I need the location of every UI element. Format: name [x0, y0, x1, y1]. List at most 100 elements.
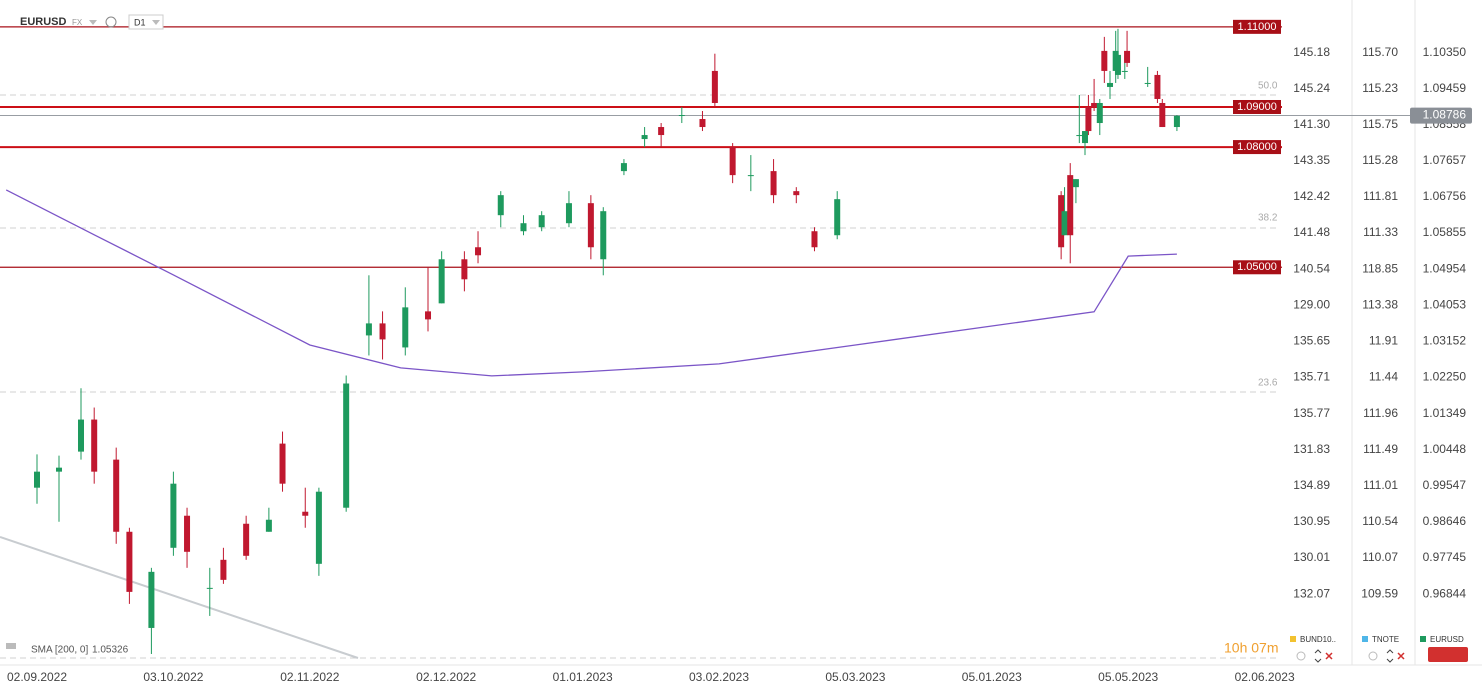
candle-body	[1173, 115, 1180, 128]
candle-body	[811, 231, 818, 248]
other-axis-label: 115.70	[1362, 45, 1398, 59]
candle-body	[265, 519, 272, 532]
dropdown-icon[interactable]	[152, 20, 160, 25]
symbol[interactable]: EURUSD	[20, 16, 67, 28]
candle-body	[113, 459, 120, 532]
legend-label: EURUSD	[1430, 635, 1464, 644]
visibility-icon[interactable]	[1296, 651, 1306, 661]
fib-label: 50.0	[1258, 81, 1278, 92]
candle-body	[1067, 175, 1074, 236]
candle-body	[56, 467, 62, 472]
candle-body	[565, 203, 572, 224]
order-icon[interactable]	[1386, 649, 1394, 663]
timer: 10h 07m	[1224, 640, 1278, 656]
other-axis-label: 140.54	[1293, 261, 1330, 275]
fib-lines	[0, 94, 1280, 659]
other-axis-label: 11.44	[1369, 370, 1398, 384]
candle-body	[699, 119, 706, 128]
x-tick-label: 05.03.2023	[825, 670, 885, 684]
fib-label: 23.6	[1258, 378, 1278, 389]
remove-icon[interactable]	[1325, 652, 1333, 660]
current-price-label: 1.08786	[1423, 108, 1467, 122]
sma-last: 1.05326	[92, 645, 129, 656]
legend: BUND10.. TNOTE EURUSD	[1290, 635, 1468, 663]
candle-body	[302, 511, 309, 516]
candle-body	[279, 443, 286, 484]
y-tick-label: 1.02250	[1423, 370, 1467, 384]
candle-body	[1091, 102, 1098, 107]
candle-body	[538, 215, 545, 228]
remove-icon[interactable]	[1397, 652, 1405, 660]
candle-body	[678, 115, 685, 117]
y-tick-label: 1.00448	[1423, 442, 1467, 456]
x-tick-label: 02.11.2022	[280, 670, 339, 684]
candle-body	[587, 203, 594, 248]
candle-body	[1154, 74, 1161, 99]
other-axis-label: 135.65	[1293, 334, 1330, 348]
candle-body	[315, 491, 322, 564]
legend-swatch	[1420, 636, 1426, 642]
other-axis-label: 115.23	[1362, 81, 1398, 95]
y-tick-label: 0.98646	[1423, 514, 1467, 528]
x-tick-label: 02.09.2022	[7, 670, 67, 684]
plot: 1.10350 145.18 115.70 1.09459 145.24 115.23 1.…	[0, 19, 1472, 684]
candle-body	[461, 259, 468, 280]
candle-body	[1124, 50, 1131, 63]
candle-body	[834, 199, 841, 236]
candle-body	[206, 587, 213, 589]
indicator-icon	[6, 643, 16, 649]
level-label: 1.09000	[1237, 101, 1277, 113]
candle-body	[711, 70, 718, 103]
y-tick-label: 1.07657	[1423, 153, 1467, 167]
candle-body	[34, 471, 40, 488]
x-tick-label: 02.06.2023	[1235, 670, 1295, 684]
info-icon[interactable]	[105, 16, 117, 28]
sma-line	[5, 189, 1177, 377]
candle-body	[1114, 54, 1121, 75]
fib-label: 38.2	[1258, 213, 1278, 224]
candle-body	[520, 223, 527, 232]
other-axis-label: 109.59	[1361, 586, 1398, 600]
candle-body	[497, 195, 504, 216]
candle-body	[148, 571, 155, 628]
level-label: 1.05000	[1237, 261, 1277, 273]
legend-label: BUND10..	[1300, 635, 1336, 644]
candle-body	[78, 419, 84, 452]
candle-body	[1144, 82, 1151, 84]
x-tick-label: 05.01.2023	[962, 670, 1022, 684]
x-tick-label: 03.02.2023	[689, 670, 749, 684]
candle-body	[658, 127, 665, 136]
level-label: 1.11000	[1238, 21, 1277, 33]
candle-body	[1076, 135, 1083, 137]
other-axis-label: 111.49	[1363, 442, 1398, 456]
other-axis-label: 130.95	[1293, 514, 1330, 528]
order-icon[interactable]	[1314, 649, 1322, 663]
dropdown-icon[interactable]	[89, 20, 97, 25]
candle-body	[641, 135, 648, 140]
other-axis-label: 111.96	[1363, 406, 1398, 420]
y-tick-label: 1.05855	[1423, 225, 1467, 239]
candle-body	[438, 259, 445, 304]
other-axis-label: 118.85	[1362, 261, 1398, 275]
candle-body	[1101, 50, 1108, 71]
legend-label: TNOTE	[1372, 635, 1399, 644]
other-axis-label: 115.28	[1362, 153, 1398, 167]
legend-swatch	[1362, 636, 1368, 642]
candle-body	[1058, 195, 1065, 248]
candle-body	[747, 175, 754, 177]
candle-body	[475, 247, 482, 256]
y-tick-label: 0.99547	[1423, 478, 1467, 492]
candle-body	[365, 323, 372, 336]
candle-body	[1072, 179, 1079, 188]
visibility-icon[interactable]	[1368, 651, 1378, 661]
legend-active-box	[1428, 647, 1468, 662]
y-tick-label: 1.04053	[1423, 297, 1467, 311]
sma-name: SMA [200, 0]	[31, 645, 88, 656]
other-axis-label: 135.77	[1293, 406, 1330, 420]
other-axis-label: 141.30	[1293, 117, 1330, 131]
candle-body	[793, 191, 800, 196]
other-axis-label: 145.24	[1293, 81, 1330, 95]
timeframe-box[interactable]	[128, 14, 164, 30]
candle-body	[170, 483, 177, 548]
candle-body	[770, 171, 777, 196]
